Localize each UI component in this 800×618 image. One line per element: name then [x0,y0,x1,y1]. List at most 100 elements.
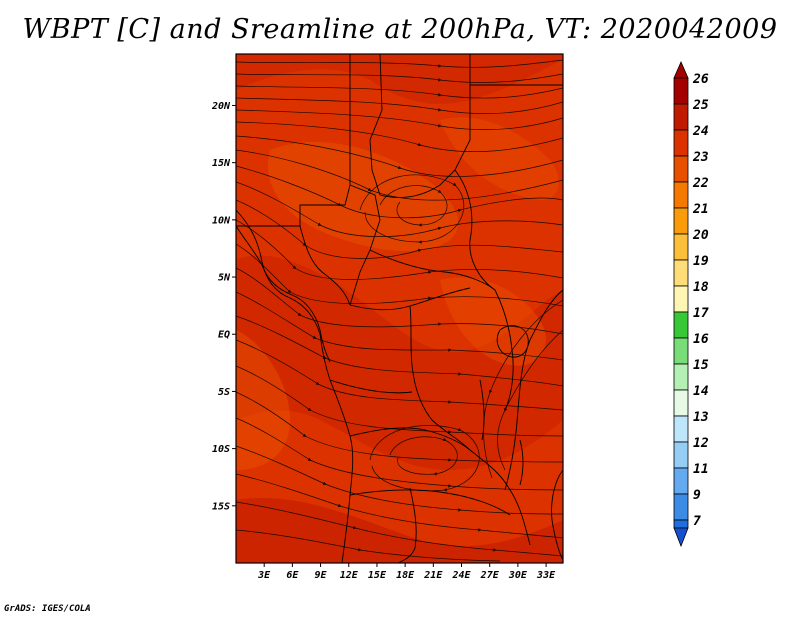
streamline [236,501,563,557]
colorbar-box [673,181,689,209]
colorbar-box [673,129,689,157]
colorbar-box [673,259,689,287]
border-line [369,249,496,291]
streamline [236,267,563,335]
colorbar-label: 11 [693,462,709,477]
colorbar-label: 17 [693,306,709,321]
streamline [236,121,563,152]
colorbar-label: 18 [693,280,709,295]
colorbar-box [673,363,689,391]
colorbar-label: 22 [692,176,709,191]
lake-outline [496,325,529,358]
streamline [236,473,563,539]
wbpt-warm-patch [236,54,563,104]
border-line [299,225,351,306]
colorbar-box [673,467,689,495]
colorbar-box [673,493,689,521]
grads-credit: GrADS: IGES/COLA [4,604,91,614]
streamline [236,243,563,307]
chart-title: WBPT [C] and Sreamline at 200hPa, VT: 20… [22,14,778,45]
coastline [551,469,563,561]
lon-tick-label: 33E [536,570,556,581]
lon-tick-label: 21E [423,570,443,581]
colorbar-label: 9 [693,488,701,503]
lon-tick-label: 3E [257,570,271,581]
border-line [349,427,471,451]
colorbar-label: 19 [693,254,709,269]
lon-tick-label: 6E [286,570,299,581]
country-borders [236,54,563,563]
streamline [236,59,563,68]
colorbar-label: 25 [692,98,709,113]
streamline [236,149,563,201]
border-line [379,54,471,198]
lat-tick-label: 5N [218,273,231,284]
lon-tick-label: 30E [508,570,528,581]
lon-tick-label: 18E [396,570,415,581]
streamline [236,199,563,259]
colorbar-box [673,415,689,443]
colorbar-label: 14 [693,384,709,399]
streamline [236,445,563,515]
border-line [454,169,496,291]
streamline [359,174,465,244]
lat-tick-label: 10S [212,444,230,455]
colorbar-bottom-arrow [673,527,689,548]
lat-tick-label: 15N [212,158,231,169]
streamline [483,299,563,479]
streamline [236,109,563,131]
lat-tick-label: 20N [211,101,231,112]
lon-tick-label: 27E [480,570,500,581]
colorbar-label: 20 [692,228,709,243]
lon-axis: 3E 6E 9E 12E 15E 18E 21E 24E 27E 30E 33E [257,563,556,581]
border-line [349,489,511,516]
streamlines [236,59,563,562]
wbpt-cool-patch [236,330,290,470]
lake-outline [519,439,524,486]
colorbar-box [673,519,689,529]
border-line [409,305,471,451]
lat-tick-label: 10N [212,215,231,226]
coastline [504,289,563,491]
streamline [236,73,563,83]
colorbar-box [673,389,689,417]
map-frame [235,53,564,564]
border-line [236,184,351,227]
streamline [236,97,563,115]
lat-axis: 20N 15N 10N 5N EQ 5S 10S 15S [211,101,236,512]
colorbar-box [673,337,689,365]
colorbar-box [673,311,689,339]
streamline [236,219,563,280]
streamline [369,425,480,492]
border-line [397,487,417,563]
colorbar-box [673,285,689,313]
streamline [236,135,563,177]
colorbar-top-arrow [673,61,689,79]
lat-tick-label: 15S [212,501,230,512]
border-line [494,289,514,411]
colorbar-box [673,77,689,105]
lat-tick-label: EQ [218,330,230,341]
streamline [236,339,563,411]
colorbar-box [673,155,689,183]
border-line [236,209,331,381]
colorbar-box [673,233,689,261]
streamline [236,391,563,463]
colorbar-box [673,207,689,235]
border-line [349,54,381,306]
border-line [369,54,383,196]
border-line [329,379,413,394]
border-line [469,449,531,546]
colorbar-label: 7 [693,514,701,529]
lon-tick-label: 24E [451,570,471,581]
lon-tick-label: 15E [368,570,387,581]
streamline [236,365,563,437]
colorbar-box [673,103,689,131]
colorbar-label: 26 [692,72,709,87]
colorbar-label: 15 [693,358,709,373]
streamline [236,315,563,387]
colorbar-label: 21 [692,202,709,217]
colorbar-label: 12 [693,436,709,451]
